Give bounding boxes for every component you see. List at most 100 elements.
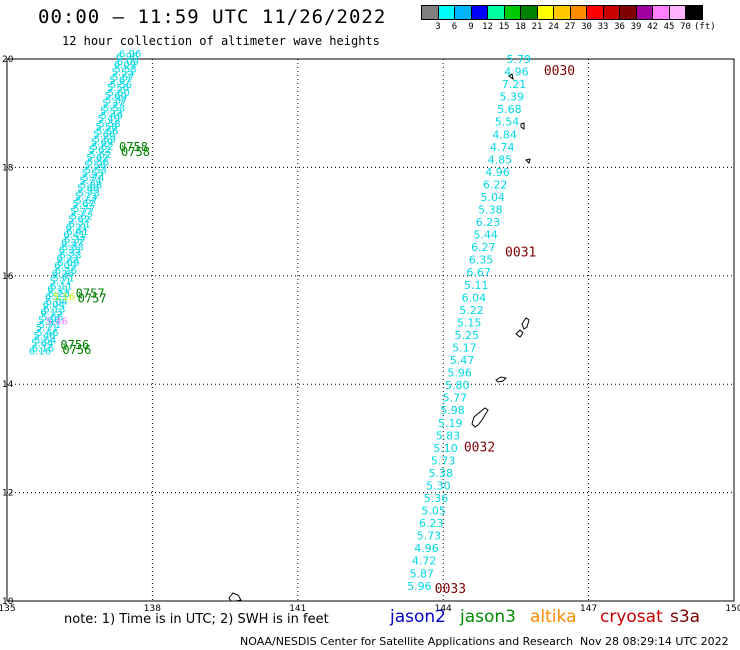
swh-value: 5.04 — [481, 191, 506, 204]
swh-value: 5.38 — [478, 204, 503, 217]
footer-timestamp: Nov 28 08:29:14 UTC 2022 — [580, 635, 729, 648]
swh-value: 5.77 — [443, 392, 468, 405]
colorbar-label: 18 — [515, 22, 526, 32]
lat-tick-label: 14 — [2, 380, 14, 390]
pass-time: 0756 — [60, 338, 89, 352]
swh-value: 5.53 — [85, 165, 107, 176]
swh-value: 5.67 — [112, 72, 134, 83]
axis-ticks: 135 138 141 144 147 150 10 12 14 16 18 20 — [0, 55, 740, 614]
swh-value: 6.04 — [462, 291, 487, 304]
swh-value: 6.27 — [471, 241, 496, 254]
colorbar-label: 39 — [630, 22, 642, 32]
swh-value: 5.53 — [82, 168, 104, 179]
pass-time: 0756 — [62, 343, 91, 357]
swh-value: 6.09 — [57, 258, 79, 269]
pass-time: 0757 — [78, 291, 107, 305]
swh-value: 5.74 — [82, 173, 104, 184]
lon-tick-label: 138 — [144, 604, 161, 614]
swh-value: 6.41 — [66, 227, 88, 238]
swh-value: 5.62 — [68, 215, 90, 226]
swh-value: 5.58 — [95, 122, 117, 133]
swh-value: 6.67 — [466, 266, 491, 279]
swh-value: 6.04 — [43, 300, 65, 311]
swh-value: 6.23 — [59, 250, 81, 261]
swh-value: 5.62 — [86, 153, 108, 164]
pass-time: 0031 — [505, 245, 536, 260]
colorbar-label: 70 — [680, 22, 691, 32]
lat-tick-label: 18 — [2, 163, 14, 173]
island-rota — [495, 376, 508, 383]
swh-value: 4.96 — [414, 542, 439, 555]
swh-value: 5.17 — [452, 341, 477, 354]
swh-value: 5.46 — [33, 331, 55, 342]
swh-value: 5.11 — [464, 279, 489, 292]
swh-value: 6.09 — [114, 60, 136, 71]
swh-value: 5.05 — [421, 505, 446, 518]
colorbar-label: 15 — [498, 22, 510, 32]
swh-value: 6.09 — [117, 57, 139, 68]
swh-value: 4.84 — [492, 128, 517, 141]
swh-value: 5.53 — [111, 68, 133, 79]
swh-value: 5.73 — [417, 530, 442, 543]
swh-value: 6.22 — [483, 178, 508, 191]
colorbar-label: 3 — [435, 22, 441, 32]
map-title: 00:00 — 11:59 UTC 11/26/2022 — [38, 6, 387, 28]
island-minor — [520, 122, 525, 130]
colorbar-label: 30 — [581, 22, 592, 32]
colorbar-label: 9 — [468, 22, 474, 32]
swh-value: 5.56 — [87, 158, 109, 169]
swh-value: 5.69 — [94, 134, 116, 145]
lon-tick-label: 147 — [580, 604, 597, 614]
colorbar-label: 33 — [597, 22, 609, 32]
swh-value: 5.49 — [101, 111, 123, 122]
swh-value: 5.83 — [436, 429, 461, 442]
swh-value: 6.96 — [116, 52, 138, 63]
swh-value: 5.73 — [431, 454, 456, 467]
units-note: note: 1) Time is in UTC; 2) SWH is in fe… — [64, 612, 329, 627]
colorbar-label: 36 — [614, 22, 625, 32]
swh-value: 5.44 — [473, 229, 498, 242]
colorbar-label: 24 — [548, 22, 559, 32]
swh-value: 5.62 — [89, 150, 111, 161]
island-tinian — [515, 329, 524, 338]
swh-value: 6.41 — [63, 230, 85, 241]
swh-value: 5.96 — [407, 580, 432, 593]
legend-jason3: jason3 — [460, 607, 516, 627]
swh-value: 5.54 — [495, 116, 520, 129]
swh-value: 6.26 — [52, 269, 74, 280]
swh-value: 5.66 — [38, 315, 60, 326]
wave-height-colorbar — [421, 5, 703, 20]
island-guam — [471, 407, 489, 428]
swh-value: 6.21 — [69, 219, 91, 230]
swh-value: 5.73 — [75, 191, 97, 202]
pass-time: 0758 — [121, 145, 150, 159]
swh-value: 5.46 — [36, 328, 58, 339]
island-outlines — [228, 73, 531, 602]
island-saipan — [521, 317, 530, 330]
swh-value: 5.67 — [72, 199, 94, 210]
swh-value: 5.73 — [78, 188, 100, 199]
swh-value: 5.96 — [447, 367, 472, 380]
swh-value: 6.11 — [50, 281, 72, 292]
legend-altika: altika — [530, 607, 577, 627]
swh-value: 5.53 — [114, 65, 136, 76]
pass-time: 0758 — [119, 140, 148, 154]
swh-highlight: 5.16 — [53, 292, 75, 303]
swh-value: 5.71 — [49, 277, 71, 288]
colorbar-label: (ft) — [694, 22, 716, 32]
swh-value: 6.16 — [29, 346, 51, 357]
swh-value: 5.37 — [102, 99, 124, 110]
swh-value: 4.72 — [412, 555, 437, 568]
swh-value: 6.96 — [119, 49, 141, 60]
swh-value: 5.71 — [36, 323, 58, 334]
swh-value: 5.22 — [459, 304, 484, 317]
swh-value: 5.74 — [79, 176, 101, 187]
swh-value: 5.56 — [110, 80, 132, 91]
lon-tick-label: 141 — [289, 604, 306, 614]
swh-value: 4.85 — [488, 153, 513, 166]
swh-value: 6.33 — [62, 243, 84, 254]
swh-value: 5.67 — [109, 75, 131, 86]
swh-value: 5.47 — [450, 354, 475, 367]
swh-value: 5.64 — [34, 336, 56, 347]
legend-s3a: s3a — [670, 607, 701, 627]
